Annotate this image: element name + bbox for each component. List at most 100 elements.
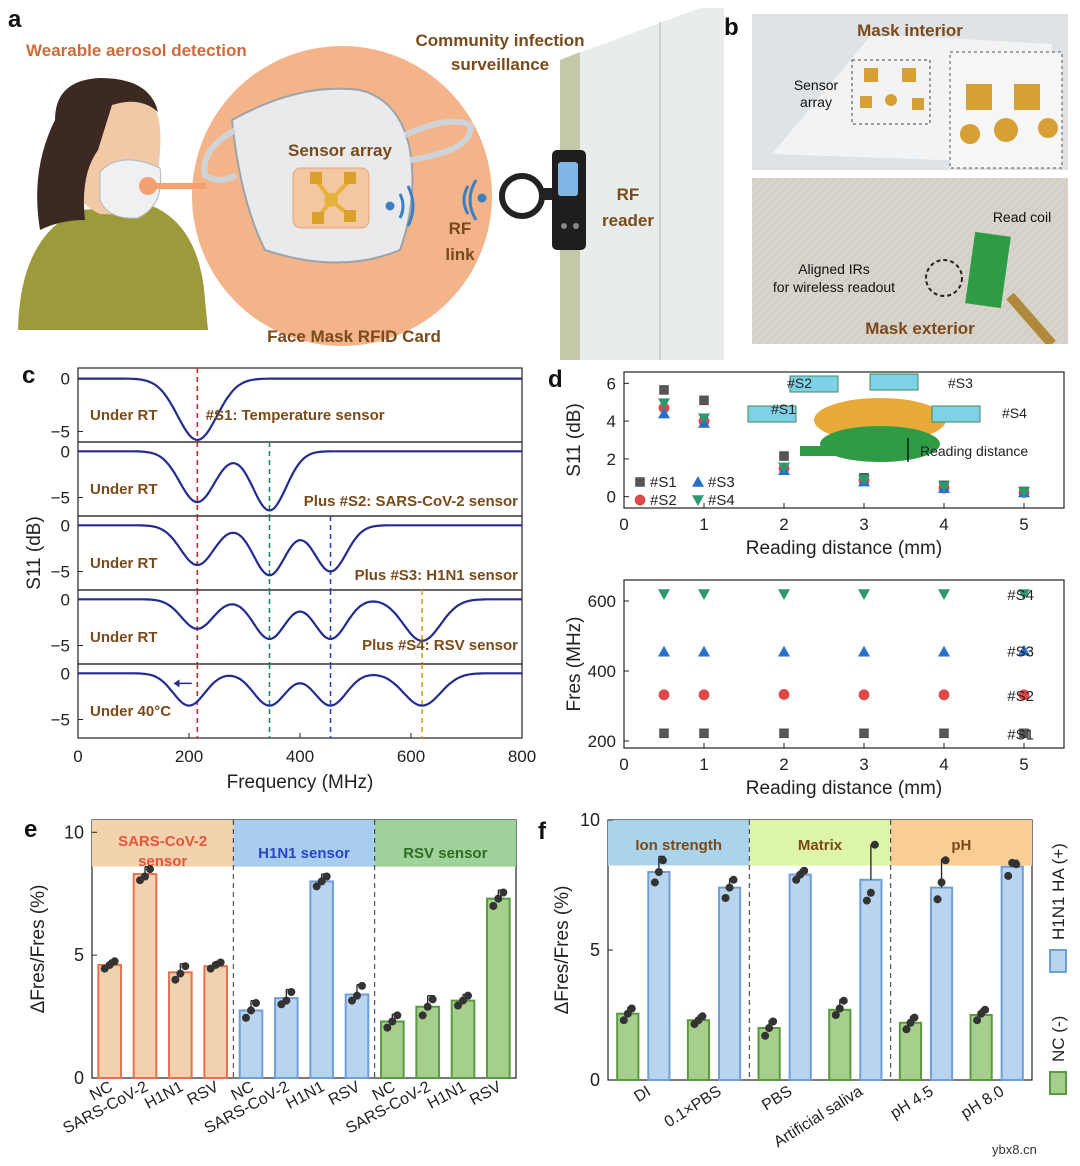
data-point-triangle-down: [692, 495, 704, 506]
group-header: [374, 820, 516, 867]
bar: [486, 897, 511, 1079]
bar: [97, 963, 122, 1080]
subplot-right-label: Plus #S4: RSV sensor: [362, 637, 518, 654]
y-tick-label: 4: [607, 412, 616, 431]
y-tick-label: 0: [607, 488, 616, 507]
y-tick-label: −5: [51, 563, 70, 582]
inset-sensor-chip: [789, 375, 839, 393]
x-tick-label: 200: [175, 747, 203, 766]
replicate-point: [870, 840, 879, 849]
data-point-circle: [634, 494, 646, 506]
bar: [1000, 865, 1024, 1081]
bar: [450, 999, 476, 1080]
replicate-point: [353, 991, 361, 1000]
series-label: #S3: [1007, 644, 1034, 661]
group-header: [890, 820, 1032, 866]
x-tick-label: 2: [779, 755, 788, 774]
person-illustration: [18, 78, 208, 330]
x-tick-label: 4: [939, 515, 948, 534]
replicate-point: [242, 1013, 250, 1022]
group-header-label: H1N1 sensor: [258, 845, 350, 862]
replicate-point: [862, 896, 871, 905]
title-wearable: Wearable aerosol detection: [26, 41, 247, 60]
y-axis-label: Fres (MHz): [564, 617, 585, 712]
legend-entry: #S1: [650, 474, 677, 491]
x-tick-label: 1: [699, 755, 708, 774]
replicate-point: [252, 999, 260, 1008]
replicate-point: [761, 1031, 770, 1040]
subplot-left-label: Under RT: [90, 407, 158, 424]
x-tick-label: PBS: [759, 1083, 795, 1114]
replicate-point: [322, 872, 331, 881]
data-point-triangle-up: [692, 476, 704, 487]
group-header-label: Ion strength: [635, 837, 722, 854]
x-tick-label: RSV: [326, 1078, 363, 1109]
data-point-triangle-up: [938, 645, 950, 657]
replicate-point: [282, 996, 291, 1005]
replicate-point: [941, 856, 950, 865]
label-aligned-2: for wireless readout: [773, 279, 895, 295]
label-rf-reader-2: reader: [602, 211, 654, 230]
replicate-point: [650, 878, 659, 887]
replicate-point: [216, 958, 225, 967]
plot-frame: [623, 371, 1065, 509]
data-point-square: [659, 385, 669, 395]
replicate-point: [454, 1001, 462, 1010]
panel-label-d: d: [548, 366, 563, 393]
data-point-square: [939, 728, 949, 739]
inset-label: #S3: [948, 375, 973, 391]
bar: [344, 993, 370, 1079]
panel-d-chart: 0 2 4 6 0 1 2 3 4 5 Reading distance (mm) S11 (dB) #…: [564, 371, 1065, 799]
data-point-square: [699, 395, 709, 406]
x-tick-label: pH 8.0: [958, 1083, 1007, 1122]
label-mask-exterior: Mask exterior: [865, 319, 975, 338]
y-tick-label: 0: [61, 370, 70, 389]
data-point-triangle-down: [858, 589, 870, 600]
data-point-triangle-down: [1018, 487, 1030, 498]
shift-arrow-head: [173, 679, 180, 688]
y-tick-label: −5: [51, 637, 70, 656]
subplot-right-label: #S1: Temperature sensor: [206, 407, 385, 424]
group-header: [608, 820, 750, 866]
data-point-circle: [1018, 689, 1030, 701]
label-sensor-1: Sensor: [794, 77, 839, 93]
bar: [647, 871, 671, 1081]
data-point-circle: [658, 689, 670, 701]
panel-b-photos: Mask interior Sensor array Read coil Ali…: [752, 14, 1068, 344]
x-axis-label: Reading distance (mm): [746, 778, 942, 799]
x-tick-label: H1N1: [283, 1078, 327, 1112]
watermark: ybx8.cn: [992, 1142, 1037, 1157]
mask-illustration: [201, 87, 474, 264]
bar: [859, 878, 883, 1081]
label-rf-link-2: link: [445, 245, 475, 264]
replicate-point: [393, 1011, 402, 1020]
replicate-point: [428, 995, 437, 1004]
y-tick-label: 0: [61, 516, 70, 535]
y-tick-label: 400: [588, 662, 616, 681]
y-tick-label: 0: [61, 590, 70, 609]
plot-frame: [623, 579, 1065, 749]
subplot-left-label: Under RT: [90, 629, 158, 646]
x-tick-label: RSV: [467, 1078, 504, 1109]
data-point-circle: [698, 689, 710, 701]
data-point-triangle-up: [698, 645, 710, 657]
panel-e-chart: SARS-CoV-2sensorNCSARS-CoV-2H1N1RSVH1N1 …: [28, 819, 517, 1137]
bar: [132, 873, 158, 1079]
s11-curve: [78, 598, 522, 643]
data-point-triangle-down: [698, 589, 710, 600]
read-coil-photo: [965, 231, 1011, 309]
inset-sensor-chip: [747, 405, 797, 423]
inset-coil-stem: [800, 446, 910, 456]
legend-entry: #S2: [650, 492, 677, 509]
replicate-point: [973, 1016, 982, 1025]
replicate-point: [489, 902, 498, 910]
replicate-point: [348, 996, 356, 1005]
replicate-point: [765, 1024, 774, 1032]
replicate-point: [658, 856, 667, 865]
replicate-point: [388, 1017, 397, 1026]
data-point-triangle-up: [858, 645, 870, 657]
y-tick-label: 600: [588, 592, 616, 611]
y-axis-label: ΔFres/Fres (%): [28, 885, 49, 1014]
replicate-point: [1012, 860, 1021, 869]
data-point-circle: [938, 689, 950, 701]
